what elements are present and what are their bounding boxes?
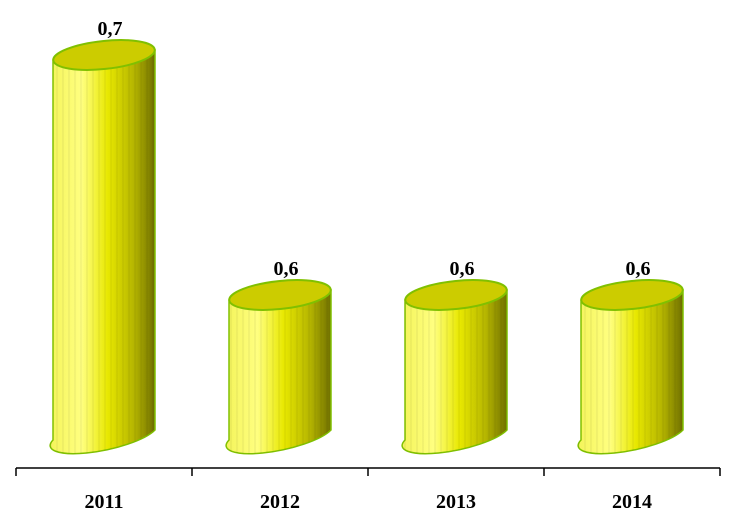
- x-tick-label: 2012: [260, 491, 300, 513]
- x-axis: 2011 2012 2013 2014: [15, 467, 721, 513]
- x-tick-label: 2013: [436, 491, 476, 513]
- data-label: 0,6: [274, 258, 299, 280]
- data-label: 0,7: [98, 18, 123, 40]
- x-tick-label: 2014: [612, 491, 652, 513]
- data-label: 0,6: [450, 258, 475, 280]
- bar-shading: [226, 290, 331, 454]
- bar-top-cap: [404, 279, 508, 311]
- bar-top-cap: [228, 279, 332, 311]
- bar-2011: 0,7: [49, 18, 156, 455]
- bar-top-cap: [580, 279, 684, 311]
- bar-2013: 0,6: [401, 258, 508, 455]
- bar-2012: 0,6: [225, 258, 332, 455]
- bar-top-cap: [52, 39, 156, 71]
- bar-shading: [578, 290, 683, 454]
- data-label: 0,6: [626, 258, 651, 280]
- bar-2014: 0,6: [577, 258, 684, 455]
- bar-shading: [50, 50, 156, 454]
- bar-shading: [402, 290, 507, 454]
- x-tick-label: 2011: [85, 491, 124, 513]
- bars-layer: 0,7 0,6 0,6 0,6: [49, 18, 684, 455]
